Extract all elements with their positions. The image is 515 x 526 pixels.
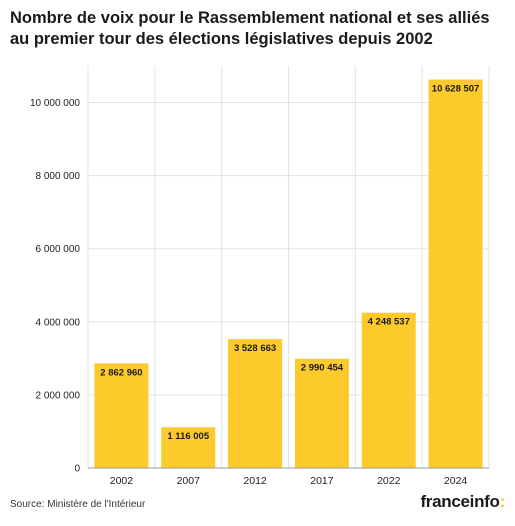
x-tick-label: 2002 xyxy=(110,475,134,487)
source-note: Source: Ministère de l'Intérieur xyxy=(10,499,146,510)
x-axis-tick-labels: 2002 2007 2012 2017 2022 2024 xyxy=(110,475,468,487)
grid-lines xyxy=(87,66,490,468)
y-axis-tick-labels: 0 2 000 000 4 000 000 6 000 000 8 000 000 10 … xyxy=(30,98,81,474)
bar-value-label: 10 628 507 xyxy=(432,84,480,95)
bars xyxy=(94,79,483,468)
bar-value-label: 2 990 454 xyxy=(301,363,344,374)
x-tick-label: 2012 xyxy=(243,475,267,487)
y-tick-label: 10 000 000 xyxy=(30,98,80,109)
y-tick-label: 4 000 000 xyxy=(36,317,81,328)
brand-logo: franceinfo: xyxy=(420,492,505,512)
bar-value-label: 3 528 663 xyxy=(234,343,276,354)
x-tick-label: 2022 xyxy=(377,475,401,487)
bar-value-label: 1 116 005 xyxy=(167,431,209,442)
y-tick-label: 0 xyxy=(74,464,80,475)
chart-title: Nombre de voix pour le Rassemblement nat… xyxy=(10,9,490,48)
brand-colon: : xyxy=(499,492,506,511)
y-tick-label: 2 000 000 xyxy=(36,390,81,401)
bar-2024 xyxy=(428,79,483,468)
bar-value-label: 4 248 537 xyxy=(368,317,410,328)
bar-2007 xyxy=(161,427,216,468)
x-tick-label: 2007 xyxy=(177,475,201,487)
x-tick-label: 2024 xyxy=(444,475,468,487)
bar-2022 xyxy=(361,312,416,468)
bar-2012 xyxy=(228,339,283,468)
bar-value-label: 2 862 960 xyxy=(100,367,142,378)
y-tick-label: 8 000 000 xyxy=(36,171,81,182)
bar-2002 xyxy=(94,363,149,468)
y-tick-label: 6 000 000 xyxy=(36,244,81,255)
bar-2017 xyxy=(294,358,349,468)
bar-value-labels: 2 862 960 1 116 005 3 528 663 2 990 454 4 24… xyxy=(100,84,479,443)
x-tick-label: 2017 xyxy=(310,475,334,487)
brand-name: franceinfo xyxy=(420,492,500,511)
